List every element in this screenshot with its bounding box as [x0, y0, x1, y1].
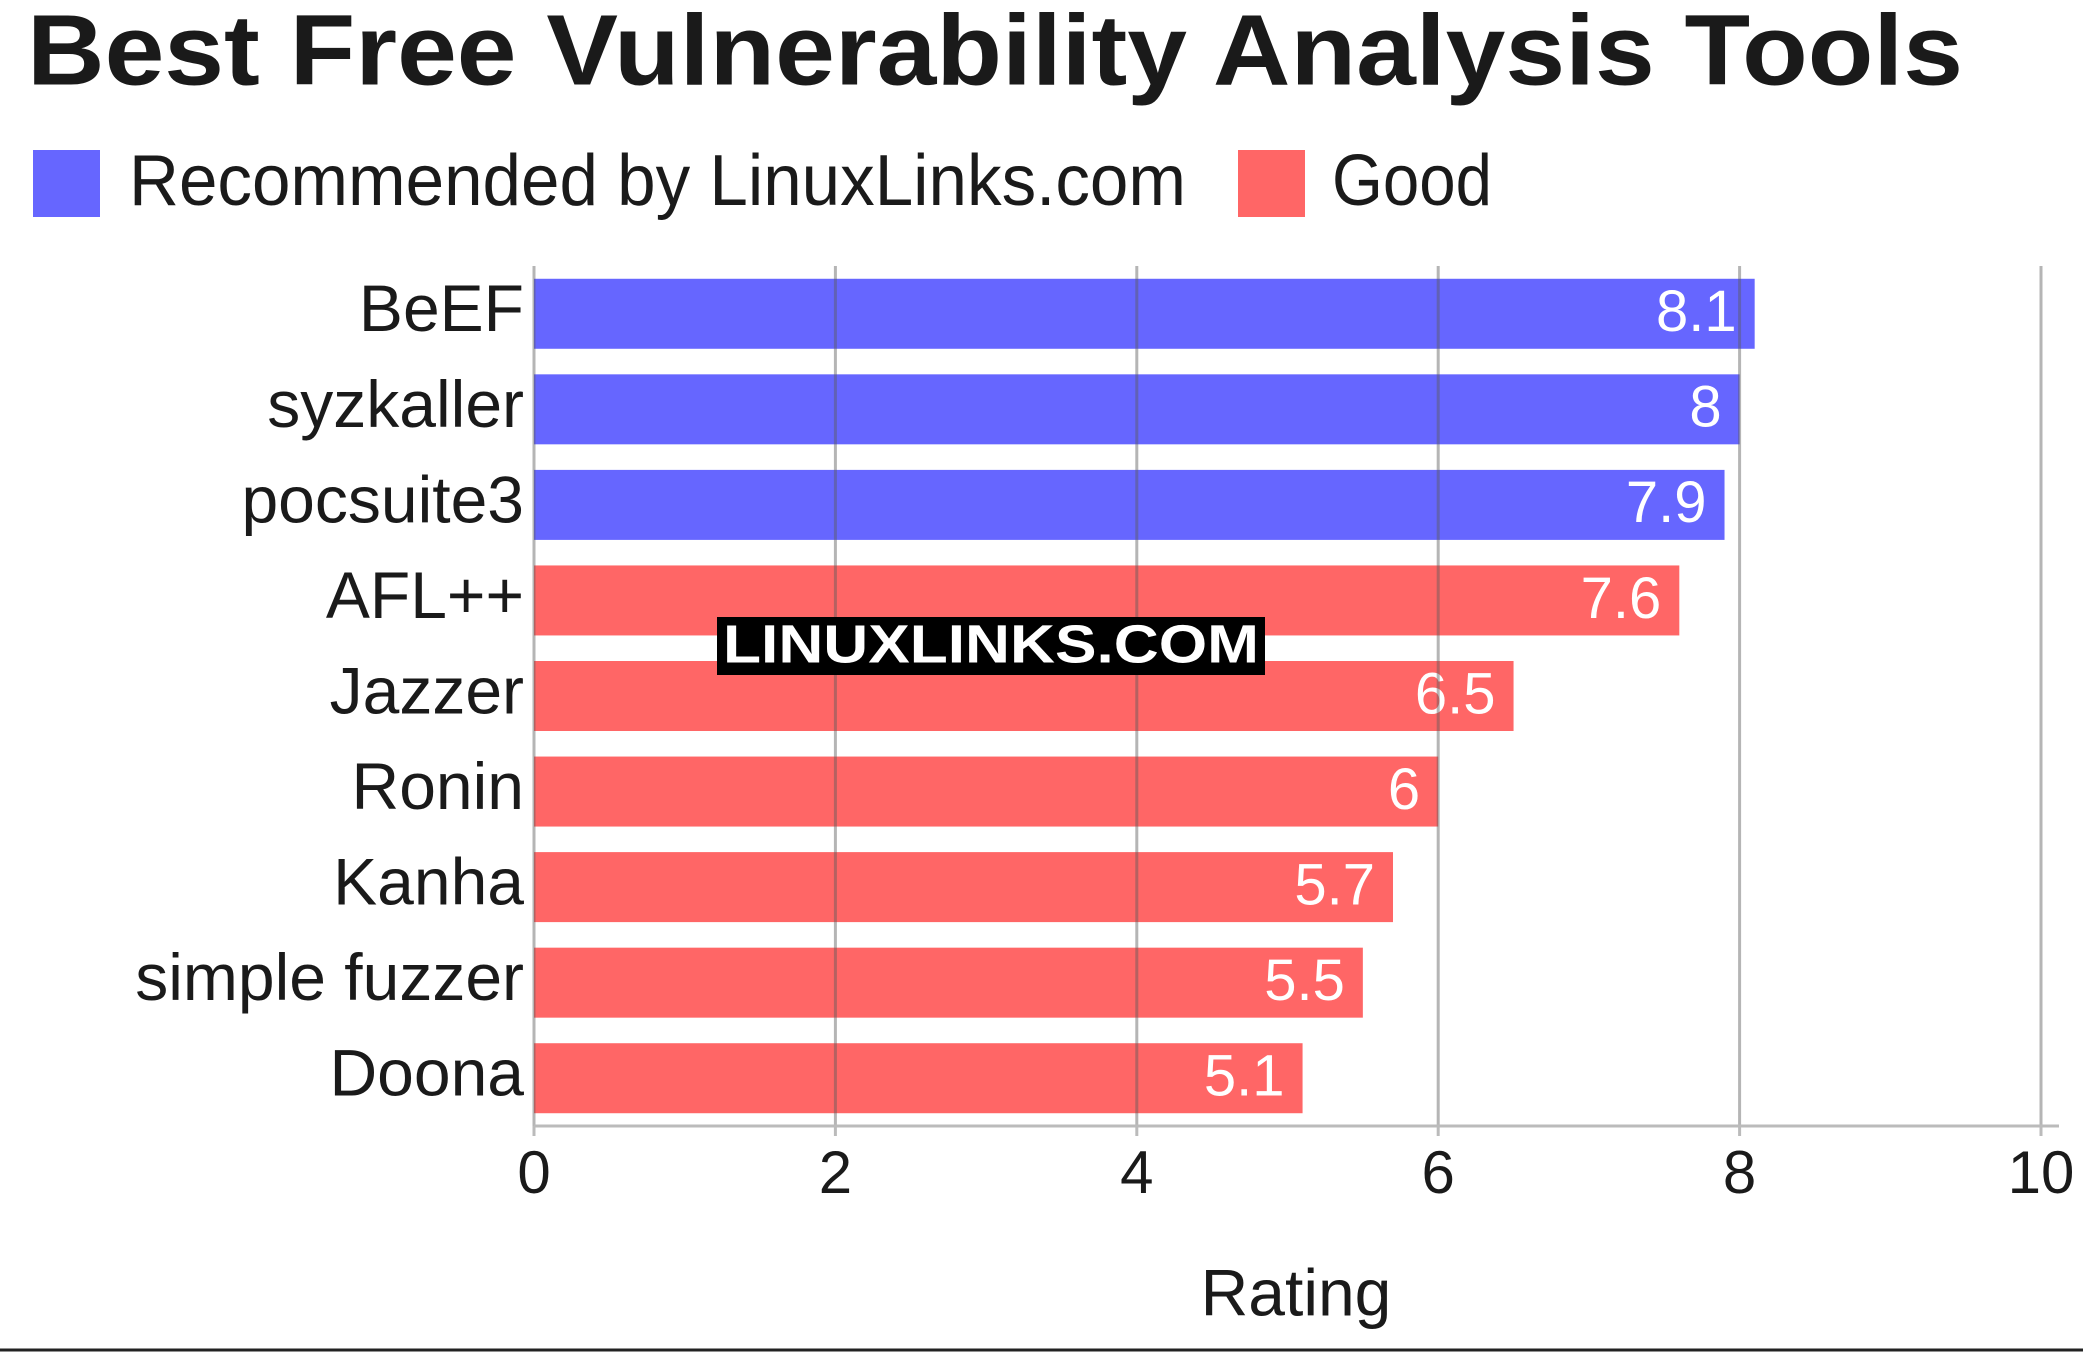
y-tick-label: BeEF	[359, 271, 524, 345]
y-tick-label: AFL++	[326, 558, 524, 632]
value-label: 7.6	[1581, 566, 1662, 631]
value-label: 5.1	[1204, 1044, 1285, 1109]
chart-title: Best Free Vulnerability Analysis Tools	[27, 0, 1963, 106]
bar	[534, 947, 1363, 1018]
x-axis-label: Rating	[1201, 1255, 1392, 1329]
y-tick-label: simple fuzzer	[135, 940, 524, 1014]
value-label: 8.1	[1656, 279, 1737, 344]
y-tick-label: pocsuite3	[241, 462, 524, 536]
bar	[534, 852, 1393, 923]
y-tick-label: Kanha	[333, 845, 524, 919]
value-label: 5.7	[1294, 852, 1375, 917]
value-label: 6	[1388, 757, 1420, 822]
legend-swatch	[33, 150, 100, 217]
legend-swatch	[1238, 150, 1305, 217]
y-tick-label: Ronin	[352, 749, 524, 823]
x-tick-label: 6	[1422, 1139, 1455, 1206]
x-tick-label: 0	[517, 1139, 550, 1206]
x-tick-label: 2	[819, 1139, 852, 1206]
y-tick-label: syzkaller	[267, 367, 524, 441]
watermark-box	[717, 617, 1265, 675]
x-tick-label: 4	[1120, 1139, 1153, 1206]
y-tick-label: Jazzer	[330, 653, 524, 727]
y-tick-label: Doona	[330, 1036, 525, 1110]
x-tick-label: 10	[2008, 1139, 2075, 1206]
value-label: 6.5	[1415, 661, 1496, 726]
watermark: LINUXLINKS.COM	[723, 614, 1259, 674]
value-label: 7.9	[1626, 470, 1707, 535]
legend-label: Recommended by LinuxLinks.com	[129, 141, 1186, 221]
value-label: 5.5	[1264, 948, 1345, 1013]
bar	[534, 278, 1755, 349]
x-tick-label: 8	[1723, 1139, 1756, 1206]
bar	[534, 1043, 1303, 1114]
bar	[534, 374, 1740, 445]
legend-label: Good	[1332, 141, 1492, 221]
value-label: 8	[1689, 375, 1721, 440]
bar	[534, 756, 1439, 827]
bar	[534, 469, 1725, 540]
